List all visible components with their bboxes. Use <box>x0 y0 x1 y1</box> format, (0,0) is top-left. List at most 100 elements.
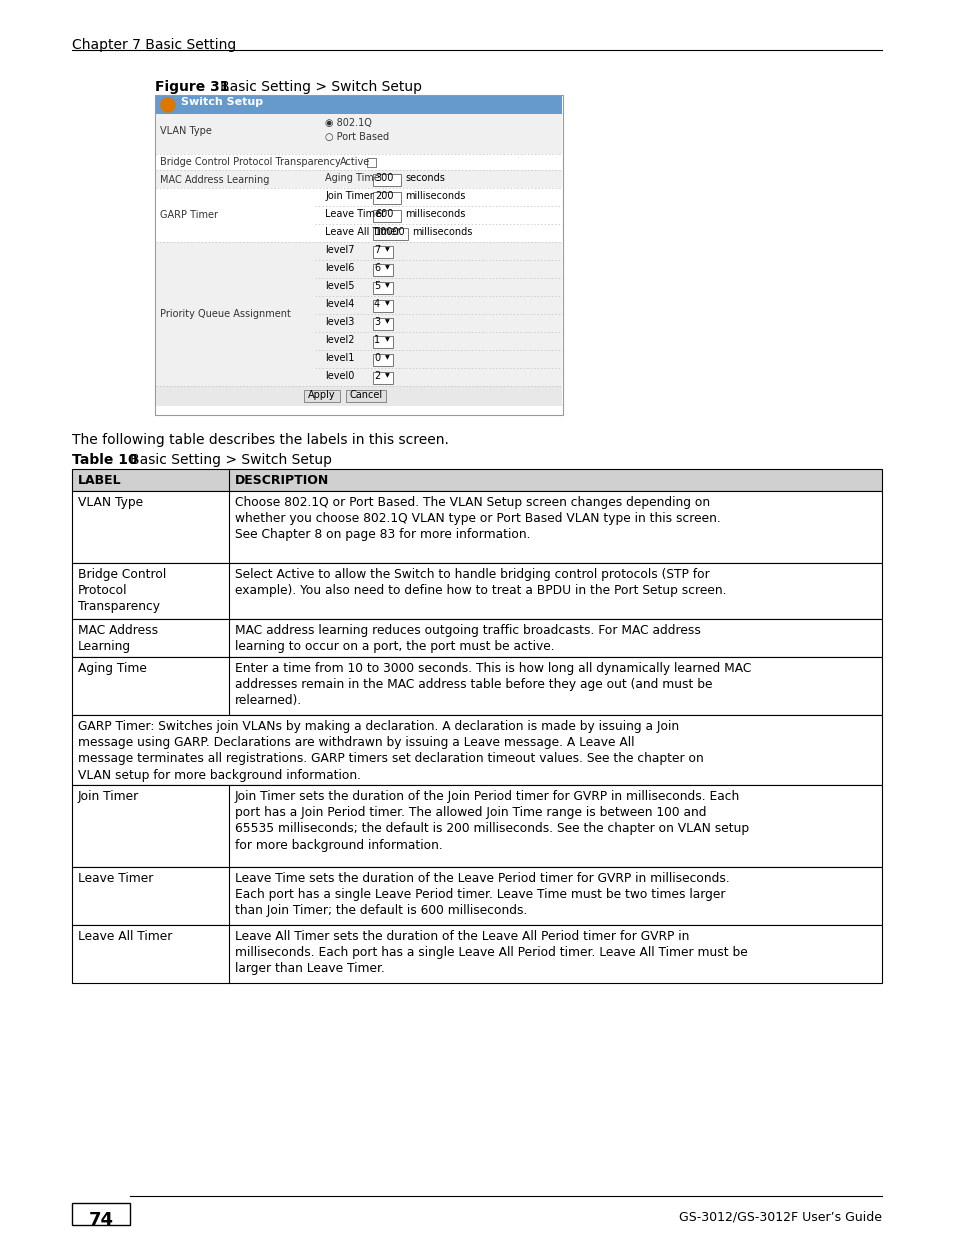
Text: ▼: ▼ <box>385 266 390 270</box>
Text: Join Timer sets the duration of the Join Period timer for GVRP in milliseconds. : Join Timer sets the duration of the Join… <box>234 790 748 852</box>
Text: Enter a time from 10 to 3000 seconds. This is how long all dynamically learned M: Enter a time from 10 to 3000 seconds. Th… <box>234 662 751 708</box>
Text: Basic Setting > Switch Setup: Basic Setting > Switch Setup <box>130 453 332 467</box>
Bar <box>71 785 882 867</box>
Text: Switch Setup: Switch Setup <box>181 98 263 107</box>
Text: GARP Timer: Switches join VLANs by making a declaration. A declaration is made b: GARP Timer: Switches join VLANs by makin… <box>78 720 703 782</box>
Text: Figure 31: Figure 31 <box>154 80 230 94</box>
Bar <box>367 158 375 167</box>
Text: Leave Time sets the duration of the Leave Period timer for GVRP in milliseconds.: Leave Time sets the duration of the Leav… <box>234 872 729 918</box>
Text: 0: 0 <box>374 353 379 363</box>
Text: Basic Setting > Switch Setup: Basic Setting > Switch Setup <box>220 80 421 94</box>
Text: Table 10: Table 10 <box>71 453 137 467</box>
Bar <box>373 264 393 275</box>
Text: Apply: Apply <box>308 390 335 400</box>
Text: Choose 802.1Q or Port Based. The VLAN Setup screen changes depending on
whether : Choose 802.1Q or Port Based. The VLAN Se… <box>234 496 720 541</box>
Text: level2: level2 <box>325 335 355 345</box>
Bar <box>373 300 393 312</box>
Text: Join Timer: Join Timer <box>78 790 139 803</box>
Text: 4: 4 <box>374 299 379 309</box>
Text: ◉ 802.1Q: ◉ 802.1Q <box>325 119 372 128</box>
Text: MAC Address
Learning: MAC Address Learning <box>78 624 158 653</box>
Bar <box>71 492 882 563</box>
Text: 74: 74 <box>89 1212 113 1229</box>
Text: Leave All Timer sets the duration of the Leave All Period timer for GVRP in
mill: Leave All Timer sets the duration of the… <box>234 930 747 976</box>
Text: 3: 3 <box>374 317 379 327</box>
Bar <box>373 228 408 240</box>
Text: milliseconds: milliseconds <box>412 227 472 237</box>
Text: LABEL: LABEL <box>78 474 121 487</box>
Text: 5: 5 <box>374 282 380 291</box>
Text: Leave All Timer: Leave All Timer <box>78 930 172 944</box>
Bar <box>373 246 393 258</box>
Text: Priority Queue Assignment: Priority Queue Assignment <box>160 309 291 319</box>
Bar <box>71 867 882 925</box>
Text: Active: Active <box>339 157 370 167</box>
Text: GS-3012/GS-3012F User’s Guide: GS-3012/GS-3012F User’s Guide <box>679 1212 882 1224</box>
Text: milliseconds: milliseconds <box>405 191 465 201</box>
Bar <box>346 390 386 403</box>
Bar <box>71 469 882 492</box>
Text: 6: 6 <box>374 263 379 273</box>
Bar <box>156 188 561 242</box>
Text: ▼: ▼ <box>385 247 390 252</box>
Bar <box>373 372 393 384</box>
Bar <box>71 715 882 785</box>
Text: VLAN Type: VLAN Type <box>160 126 212 136</box>
Text: seconds: seconds <box>405 173 444 183</box>
Text: Leave All Timer: Leave All Timer <box>325 227 400 237</box>
Bar <box>156 170 561 188</box>
Text: 600: 600 <box>375 209 393 219</box>
Text: GARP Timer: GARP Timer <box>160 210 218 220</box>
Text: ▼: ▼ <box>385 354 390 359</box>
Bar <box>156 387 561 406</box>
Bar <box>304 390 339 403</box>
Text: Chapter 7 Basic Setting: Chapter 7 Basic Setting <box>71 38 236 52</box>
Text: level6: level6 <box>325 263 354 273</box>
Text: milliseconds: milliseconds <box>405 209 465 219</box>
Text: level4: level4 <box>325 299 354 309</box>
Text: Aging Time: Aging Time <box>78 662 147 676</box>
Bar <box>373 317 393 330</box>
Text: MAC Address Learning: MAC Address Learning <box>160 175 269 185</box>
Bar <box>156 114 561 154</box>
Text: ▼: ▼ <box>385 319 390 324</box>
Text: level0: level0 <box>325 370 354 382</box>
Bar <box>373 191 400 204</box>
Bar <box>373 336 393 348</box>
Bar <box>373 282 393 294</box>
Text: level5: level5 <box>325 282 355 291</box>
Text: 200: 200 <box>375 191 393 201</box>
Text: 7: 7 <box>374 245 380 254</box>
Text: Aging Time: Aging Time <box>325 173 379 183</box>
Text: Cancel: Cancel <box>349 390 382 400</box>
Text: 1: 1 <box>374 335 379 345</box>
Text: 10000: 10000 <box>375 227 405 237</box>
Bar <box>71 563 882 619</box>
Text: ○ Port Based: ○ Port Based <box>325 132 389 142</box>
Text: ▼: ▼ <box>385 337 390 342</box>
Text: Select Active to allow the Switch to handle bridging control protocols (STP for
: Select Active to allow the Switch to han… <box>234 568 726 598</box>
Text: Leave Timer: Leave Timer <box>325 209 385 219</box>
Bar <box>156 154 561 170</box>
Text: 2: 2 <box>374 370 380 382</box>
Text: Leave Timer: Leave Timer <box>78 872 153 885</box>
Bar <box>71 925 882 983</box>
Bar <box>154 95 562 415</box>
Text: The following table describes the labels in this screen.: The following table describes the labels… <box>71 433 449 447</box>
Text: Bridge Control Protocol Transparency: Bridge Control Protocol Transparency <box>160 157 340 167</box>
Text: level1: level1 <box>325 353 354 363</box>
Text: Bridge Control
Protocol
Transparency: Bridge Control Protocol Transparency <box>78 568 166 613</box>
Circle shape <box>161 98 174 112</box>
Bar <box>156 96 561 114</box>
Text: 300: 300 <box>375 173 393 183</box>
Bar <box>71 657 882 715</box>
Text: DESCRIPTION: DESCRIPTION <box>234 474 329 487</box>
Text: ▼: ▼ <box>385 301 390 306</box>
Bar <box>71 1203 130 1225</box>
Bar <box>156 242 561 387</box>
Bar <box>373 174 400 186</box>
Bar <box>71 619 882 657</box>
Text: VLAN Type: VLAN Type <box>78 496 143 509</box>
Text: ▼: ▼ <box>385 373 390 378</box>
Text: ▼: ▼ <box>385 283 390 288</box>
